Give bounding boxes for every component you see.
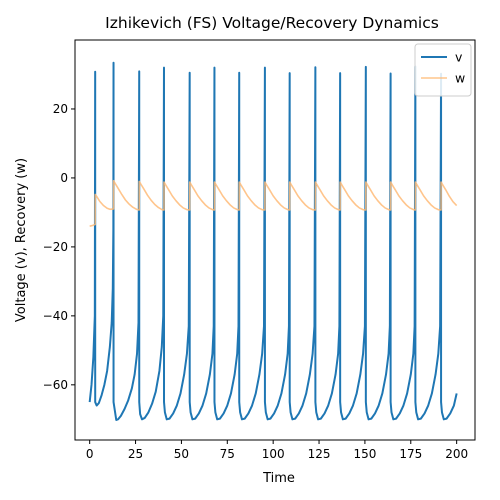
series-line-v: [88, 61, 458, 421]
x-tick-label: 150: [353, 447, 376, 461]
x-tick-label: 100: [262, 447, 285, 461]
y-tick-label: −40: [43, 309, 68, 323]
x-tick-label: 200: [445, 447, 468, 461]
y-tick-label: −20: [43, 240, 68, 254]
y-tick-label: 20: [53, 102, 68, 116]
x-tick-label: 0: [86, 447, 94, 461]
x-axis-label: Time: [262, 471, 295, 486]
series-line-w: [89, 179, 458, 227]
y-tick-label: −60: [43, 378, 68, 392]
legend-label-v: v: [455, 50, 463, 65]
y-tick-label: 0: [60, 171, 68, 185]
plot-frame: [74, 39, 476, 441]
x-tick-label: 175: [399, 447, 422, 461]
x-tick-label: 50: [174, 447, 189, 461]
x-tick-label: 25: [128, 447, 143, 461]
axes: 0 25 50 75 100 125 150 175 200 −60 −40 −20 0 20: [43, 102, 468, 461]
x-tick-label: 125: [308, 447, 331, 461]
legend: vw: [414, 43, 472, 97]
legend-label-w: w: [455, 71, 465, 86]
x-tick-label: 75: [220, 447, 235, 461]
plot-area: [88, 61, 458, 421]
chart-title: Izhikevich (FS) Voltage/Recovery Dynamic…: [105, 14, 439, 32]
y-axis-label: Voltage (v), Recovery (w): [14, 158, 29, 322]
